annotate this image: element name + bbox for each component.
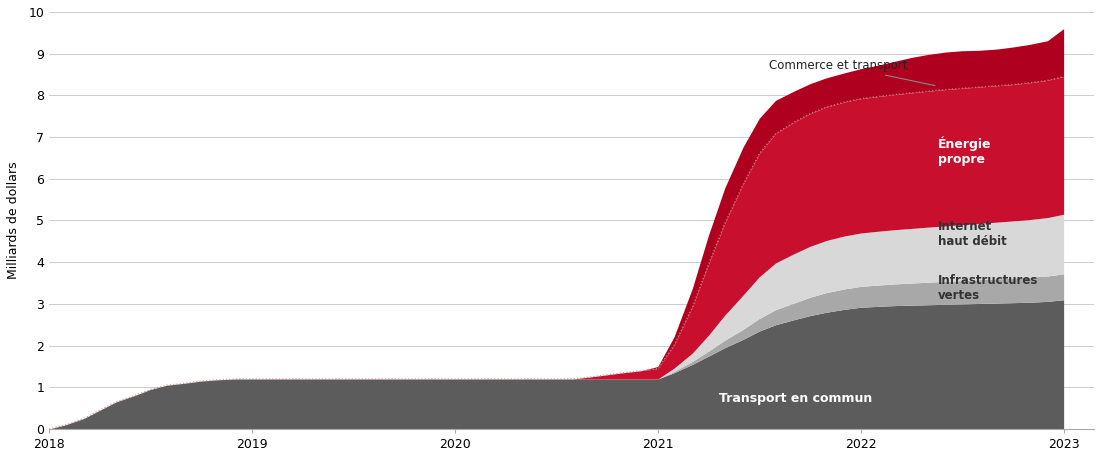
Text: Internet
haut débit: Internet haut débit xyxy=(938,220,1006,248)
Text: Énergie
propre: Énergie propre xyxy=(938,137,991,166)
Text: Transport en commun: Transport en commun xyxy=(719,393,872,405)
Y-axis label: Milliards de dollars: Milliards de dollars xyxy=(7,162,20,279)
Text: Infrastructures
vertes: Infrastructures vertes xyxy=(938,274,1038,302)
Text: Commerce et transport: Commerce et transport xyxy=(770,59,935,86)
